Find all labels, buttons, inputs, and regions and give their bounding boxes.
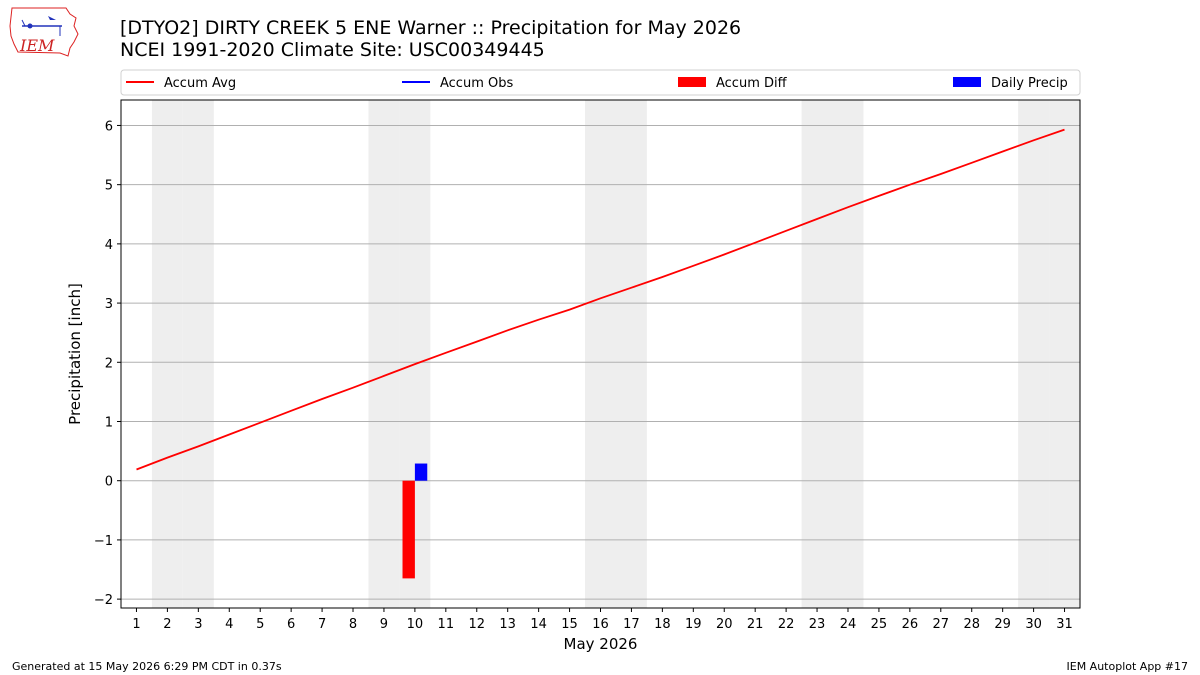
x-axis-label: May 2026 bbox=[564, 635, 638, 653]
legend-label-3: Daily Precip bbox=[991, 76, 1068, 91]
weekend-shade-day-3 bbox=[182, 100, 214, 608]
x-tick-label-3: 3 bbox=[194, 617, 202, 632]
x-tick-label-9: 9 bbox=[380, 617, 388, 632]
x-tick-label-25: 25 bbox=[871, 617, 888, 632]
y-tick-label-4: 4 bbox=[105, 238, 113, 253]
x-tick-label-18: 18 bbox=[654, 617, 671, 632]
legend-label-0: Accum Avg bbox=[164, 76, 236, 91]
x-tick-label-6: 6 bbox=[287, 617, 295, 632]
y-tick-label-3: 3 bbox=[105, 297, 113, 312]
x-tick-label-27: 27 bbox=[933, 617, 950, 632]
chart-subtitle: NCEI 1991-2020 Climate Site: USC00349445 bbox=[120, 39, 545, 61]
x-tick-label-30: 30 bbox=[1025, 617, 1042, 632]
y-tick-label-1: 1 bbox=[105, 415, 113, 430]
x-tick-label-11: 11 bbox=[438, 617, 455, 632]
x-tick-label-2: 2 bbox=[163, 617, 171, 632]
bar-series bbox=[402, 463, 428, 579]
x-tick-label-19: 19 bbox=[685, 617, 702, 632]
x-tick-label-13: 13 bbox=[499, 617, 516, 632]
accum-avg-line bbox=[136, 128, 1065, 471]
weekend-shade-day-17 bbox=[615, 100, 647, 608]
x-tick-label-23: 23 bbox=[809, 617, 826, 632]
x-tick-label-10: 10 bbox=[407, 617, 424, 632]
y-tick-label-5: 5 bbox=[105, 179, 113, 194]
y-tick-label-0: 0 bbox=[105, 475, 113, 490]
x-tick-label-31: 31 bbox=[1056, 617, 1073, 632]
x-tick-label-22: 22 bbox=[778, 617, 795, 632]
y-tick-label--1: −1 bbox=[94, 534, 113, 549]
x-tick-label-24: 24 bbox=[840, 617, 857, 632]
legend-label-1: Accum Obs bbox=[440, 76, 513, 91]
y-tick-label-6: 6 bbox=[105, 119, 113, 134]
weekend-shade-day-23 bbox=[801, 100, 833, 608]
weekend-shade-day-2 bbox=[151, 100, 183, 608]
x-tick-label-20: 20 bbox=[716, 617, 733, 632]
weekend-shade-day-16 bbox=[585, 100, 616, 608]
generated-timestamp: Generated at 15 May 2026 6:29 PM CDT in … bbox=[12, 660, 282, 673]
legend-label-2: Accum Diff bbox=[716, 76, 788, 91]
weekend-shade-day-9 bbox=[368, 100, 400, 608]
x-tick-label-16: 16 bbox=[592, 617, 609, 632]
grid-lines bbox=[121, 124, 1080, 600]
x-axis-ticks: 1 2 3 4 5 6 7 8 9 10 11 12 13 14 15 16 17 18 19 20 21 22 23 24 2… bbox=[132, 608, 1073, 632]
x-tick-label-28: 28 bbox=[963, 617, 980, 632]
legend: Accum Avg Accum Obs Accum Diff Daily Precip bbox=[120, 69, 1081, 96]
accum-diff-bar-day-10 bbox=[402, 480, 415, 579]
weekend-shade-day-30 bbox=[1018, 100, 1050, 608]
legend-swatch-2 bbox=[678, 77, 706, 87]
x-tick-label-12: 12 bbox=[468, 617, 485, 632]
chart-title: [DTYO2] DIRTY CREEK 5 ENE Warner :: Prec… bbox=[120, 17, 742, 39]
x-tick-label-5: 5 bbox=[256, 617, 264, 632]
weekend-shading bbox=[151, 100, 1080, 608]
line-series bbox=[136, 128, 1065, 471]
y-tick-label--2: −2 bbox=[94, 593, 113, 608]
legend-swatch-3 bbox=[953, 77, 981, 87]
logo-text: IEM bbox=[19, 36, 55, 55]
x-tick-label-26: 26 bbox=[902, 617, 919, 632]
x-tick-label-14: 14 bbox=[530, 617, 547, 632]
weekend-shade-day-24 bbox=[832, 100, 864, 608]
x-tick-label-15: 15 bbox=[561, 617, 578, 632]
y-axis-ticks: −2 −1 0 1 2 3 4 5 6 bbox=[94, 119, 121, 608]
x-tick-label-17: 17 bbox=[623, 617, 640, 632]
iem-logo-graphic: IEM bbox=[9, 7, 79, 57]
x-tick-label-1: 1 bbox=[132, 617, 140, 632]
weekend-shade-day-31 bbox=[1049, 100, 1080, 608]
y-tick-label-2: 2 bbox=[105, 356, 113, 371]
x-tick-label-4: 4 bbox=[225, 617, 233, 632]
x-tick-label-29: 29 bbox=[994, 617, 1011, 632]
x-tick-label-7: 7 bbox=[318, 617, 326, 632]
app-credit: IEM Autoplot App #17 bbox=[1066, 660, 1189, 673]
y-axis-label: Precipitation [inch] bbox=[66, 283, 84, 425]
legend-box bbox=[120, 69, 1081, 96]
daily-precip-bar-day-10 bbox=[414, 463, 428, 481]
x-tick-label-8: 8 bbox=[349, 617, 357, 632]
x-tick-label-21: 21 bbox=[747, 617, 764, 632]
iem-logo: IEM bbox=[8, 6, 80, 60]
